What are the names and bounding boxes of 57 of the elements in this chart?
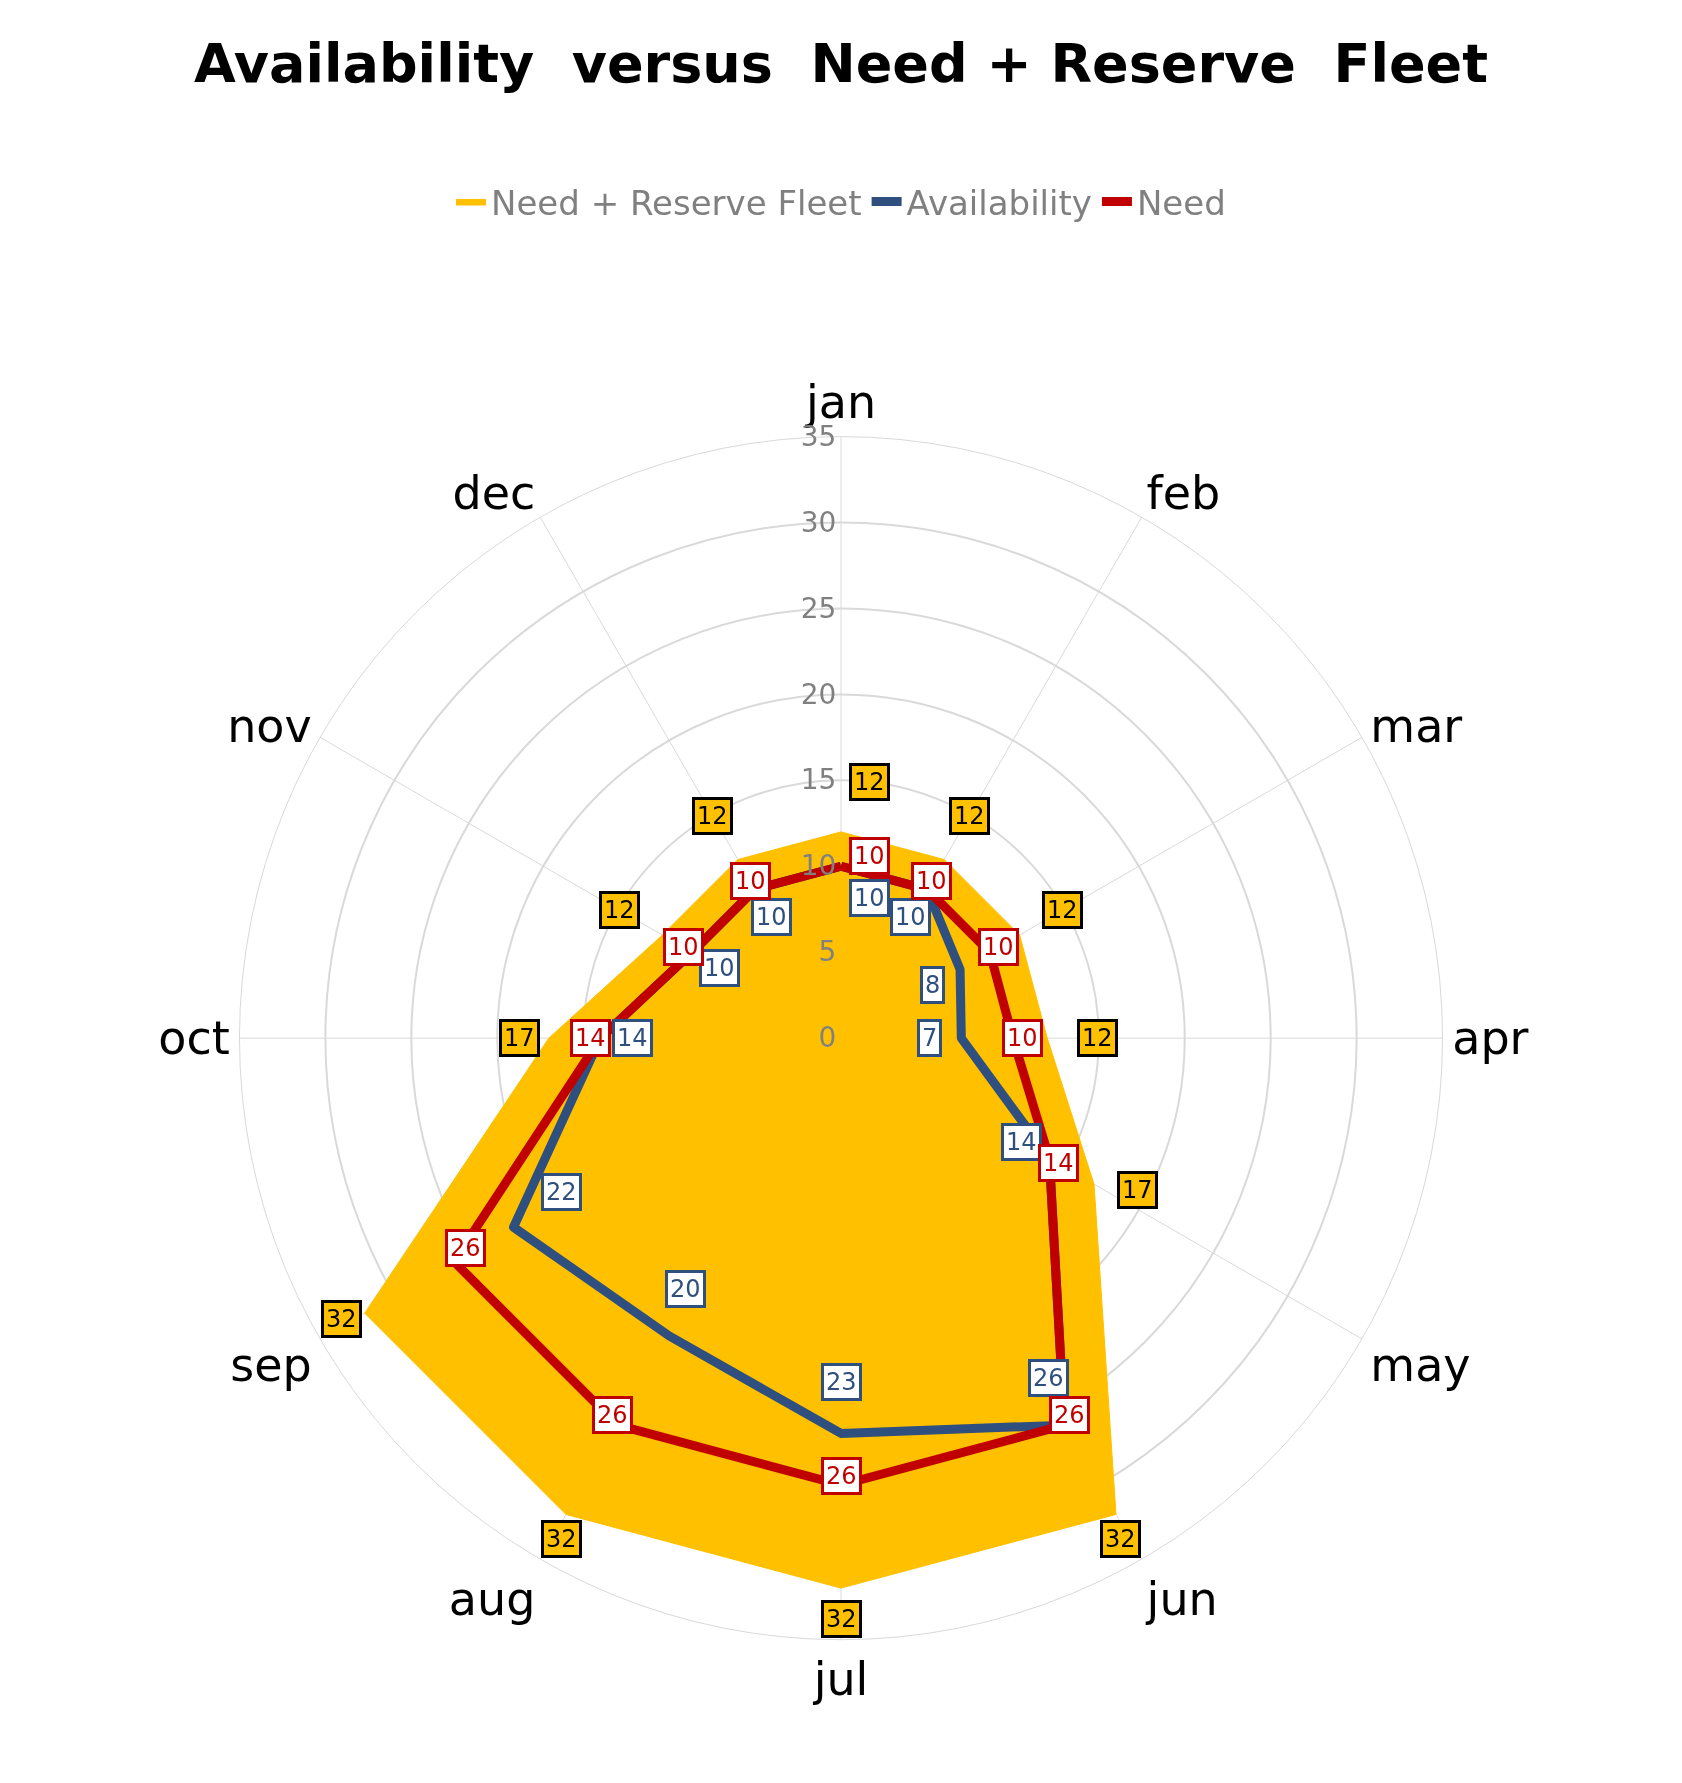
spoke-label: sep — [230, 1337, 312, 1392]
data-label: 17 — [1122, 1176, 1153, 1204]
spoke-label: apr — [1452, 1011, 1529, 1066]
y-tick-label: 15 — [800, 763, 837, 797]
legend-label: Need — [1136, 182, 1226, 223]
data-label: 26 — [450, 1234, 481, 1262]
y-tick-label: 20 — [800, 677, 837, 711]
legend-label: Availability — [906, 182, 1092, 223]
data-label: 10 — [916, 867, 947, 895]
data-label: 12 — [854, 768, 885, 796]
data-label: 10 — [854, 884, 885, 912]
spoke-label: dec — [452, 465, 536, 520]
data-label: 8 — [925, 971, 941, 999]
y-tick-label: 5 — [818, 935, 837, 969]
data-label: 12 — [604, 896, 635, 924]
data-label: 26 — [826, 1462, 857, 1490]
data-label: 10 — [704, 954, 735, 982]
spoke-label: jul — [812, 1652, 869, 1707]
data-label: 12 — [1082, 1024, 1113, 1052]
spoke-label: nov — [227, 698, 312, 753]
spoke-label: feb — [1146, 465, 1221, 520]
y-tick-label: 0 — [818, 1021, 837, 1055]
data-label: 10 — [756, 903, 787, 931]
data-label: 20 — [670, 1275, 701, 1303]
data-label: 10 — [668, 933, 699, 961]
data-label: 32 — [546, 1525, 577, 1553]
spoke-label: oct — [158, 1011, 230, 1066]
data-label: 10 — [895, 903, 926, 931]
data-label: 10 — [735, 867, 766, 895]
data-label: 12 — [697, 802, 728, 830]
data-label: 12 — [954, 802, 985, 830]
spoke-label: may — [1370, 1337, 1471, 1392]
data-label: 10 — [983, 933, 1014, 961]
data-label: 10 — [1007, 1024, 1038, 1052]
legend-label: Need + Reserve Fleet — [491, 182, 862, 223]
data-label: 26 — [1033, 1364, 1064, 1392]
data-label: 14 — [575, 1024, 606, 1052]
data-label: 26 — [597, 1401, 628, 1429]
data-label: 32 — [326, 1305, 357, 1333]
data-label: 32 — [826, 1605, 857, 1633]
data-label: 17 — [504, 1024, 535, 1052]
data-label: 14 — [1043, 1149, 1074, 1177]
data-label: 10 — [854, 842, 885, 870]
data-label: 23 — [826, 1368, 857, 1396]
y-tick-label: 30 — [800, 505, 837, 539]
chart-title: Availability versus Need + Reserve Fleet — [194, 32, 1488, 96]
data-label: 14 — [1006, 1128, 1037, 1156]
data-label: 12 — [1047, 896, 1078, 924]
data-label: 7 — [922, 1024, 938, 1052]
data-label: 14 — [617, 1024, 648, 1052]
spoke-label: mar — [1370, 698, 1463, 753]
y-tick-label: 25 — [800, 591, 837, 625]
data-label: 22 — [546, 1178, 577, 1206]
spoke-label: aug — [448, 1572, 536, 1627]
data-label: 26 — [1054, 1401, 1085, 1429]
data-label: 32 — [1105, 1525, 1136, 1553]
spoke-label: jun — [1145, 1572, 1218, 1627]
